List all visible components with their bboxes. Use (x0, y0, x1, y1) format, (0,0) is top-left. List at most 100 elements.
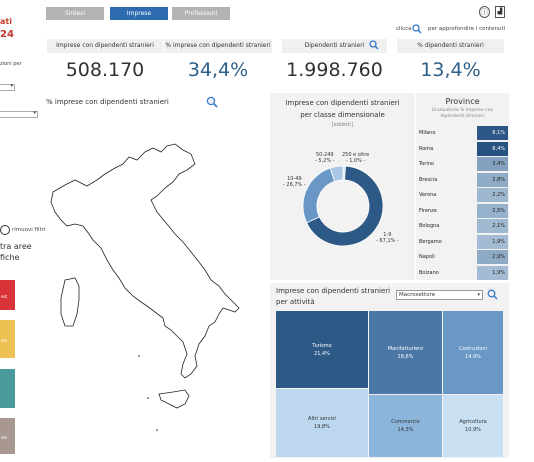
sector-select-value: Macrosettore (399, 292, 436, 298)
sicily-outline (158, 389, 190, 409)
kpi-label-dipendenti-text: Dipendenti stranieri (304, 42, 365, 49)
tab-imprese[interactable]: Imprese (110, 7, 168, 20)
donut-label-1-9: 1-9 - 67,1% - (376, 232, 399, 244)
remove-filters-link[interactable]: rimuovi filtri (12, 227, 46, 233)
areas-title-line2: fiche (0, 253, 20, 262)
left-filter-dropdown-2[interactable]: ▾ (0, 110, 38, 118)
donut-label-pct: - 67,1% - (376, 238, 399, 244)
province-name[interactable]: Napoli (419, 254, 435, 260)
treemap-cell-costruzioni[interactable]: Costruzioni 14,9% (443, 311, 503, 394)
donut-label-pct: - 5,2% - (315, 158, 335, 164)
donut-slice-10-49[interactable] (302, 167, 336, 224)
treemap-cell-commercio[interactable]: Commercio 14,3% (369, 395, 442, 457)
treemap-cell-value: 10,9% (465, 427, 481, 433)
province-bar[interactable]: 8,4% (477, 141, 508, 156)
area-swatch[interactable]: est (0, 320, 15, 358)
kpi-value-dipendenti: 1.998.760 (286, 59, 383, 81)
province-name[interactable]: Firenze (419, 207, 437, 214)
kpi-value-pct-dipendenti: 13,4% (420, 59, 481, 81)
donut-label-10-49: 10-49 - 26,7% - (283, 176, 306, 188)
province-bar[interactable]: 2,9% (477, 250, 508, 264)
chart-icon[interactable]: ▟ (495, 6, 505, 18)
province-subtitle-1: Graduatoria % imprese con (431, 108, 494, 113)
donut-label-250: 250 e oltre - 1,0% - (342, 152, 369, 164)
province-name[interactable]: Brescia (419, 176, 438, 183)
province-bar-table: Milano 8,1% Roma 8,4% Torino 3,4% Brescia 2,8% V… (416, 126, 509, 282)
info-icon[interactable]: ⓘ (479, 6, 490, 18)
hint-text-post: per approfondire i contenuti (428, 26, 506, 32)
treemap-cell-label: Manifatturiero (387, 345, 424, 352)
treemap-cell-label: Costruzioni (459, 345, 487, 352)
italy-map[interactable] (45, 130, 245, 435)
left-year-fragment: 24 (0, 29, 14, 40)
tab-professioni[interactable]: Professioni (172, 7, 230, 20)
treemap-cell-value: 19,8% (314, 424, 330, 430)
donut-slice-50-249[interactable] (329, 165, 344, 182)
province-name[interactable]: Roma (419, 145, 434, 152)
sector-select[interactable]: Macrosettore ▾ (396, 290, 483, 300)
province-name[interactable]: Milano (419, 130, 436, 136)
left-title-fragment: ati (0, 17, 12, 26)
hint-text-pre: clicca (396, 26, 412, 32)
province-name[interactable]: Bolzano (419, 269, 439, 276)
province-bar[interactable]: 2,2% (477, 188, 508, 202)
donut-title-line1: Imprese con dipendenti stranieri (285, 99, 400, 107)
province-bar[interactable]: 8,1% (477, 126, 508, 140)
area-swatch-label: est (1, 294, 8, 299)
left-filter-dropdown-1[interactable]: ▾ (0, 83, 15, 91)
search-icon[interactable] (487, 289, 498, 300)
areas-title-line1: tra aree (0, 242, 32, 251)
activity-treemap: Turismo 21,4% Manifatturiero 18,6% Costruzio… (276, 311, 504, 458)
province-bar[interactable]: 3,4% (477, 157, 508, 171)
province-bar[interactable]: 1,9% (477, 265, 508, 280)
area-legend: est est ole (0, 280, 16, 460)
zoom-icon[interactable] (206, 96, 218, 108)
donut-chart[interactable] (299, 162, 387, 250)
treemap-cell-label: Commercio (391, 419, 420, 425)
treemap-cell-manifatturiero[interactable]: Manifatturiero 18,6% (369, 311, 442, 394)
donut-label-name: 10-49 (287, 176, 302, 182)
donut-title-line2: per classe dimensionale (300, 111, 385, 119)
treemap-title-line2: per attività (276, 298, 315, 306)
kpi-label-pct-dipendenti: % dipendenti stranieri (397, 39, 504, 53)
kpi-label-dipendenti: Dipendenti stranieri (282, 39, 387, 53)
treemap-cell-value: 14,9% (465, 353, 481, 360)
province-bar[interactable]: 2,1% (477, 219, 508, 233)
treemap-cell-value: 21,4% (314, 350, 330, 357)
province-name[interactable]: Verona (419, 192, 437, 198)
left-filter-hint: zioni per (0, 61, 22, 67)
province-name[interactable]: Bergamo (419, 238, 442, 245)
treemap-cell-agricoltura[interactable]: Agricoltura 10,9% (443, 395, 503, 457)
province-bar[interactable]: 1,9% (477, 234, 508, 249)
treemap-title-line1: Imprese con dipendenti stranieri (276, 287, 391, 295)
province-bar[interactable]: 2,5% (477, 203, 508, 218)
island-dot (138, 355, 140, 357)
province-name[interactable]: Bologna (419, 223, 440, 229)
treemap-cell-label: Agricoltura (459, 419, 487, 425)
donut-label-name: 50-249 (315, 152, 334, 158)
donut-label-name: 1-9 (383, 232, 392, 238)
tab-sintesi[interactable]: Sintesi (46, 7, 104, 20)
donut-label-pct: - 26,7% - (283, 182, 306, 188)
remove-filters-icon[interactable] (0, 225, 10, 235)
area-swatch-label: est (1, 338, 8, 343)
donut-label-name: 250 e oltre (342, 152, 370, 158)
province-title: Province (445, 97, 480, 106)
province-name[interactable]: Torino (419, 161, 434, 167)
island-dot (147, 397, 149, 399)
island-dot (156, 429, 158, 431)
donut-slice-1-9[interactable] (306, 165, 384, 247)
search-icon[interactable] (369, 40, 379, 50)
donut-label-50-249: 50-249 - 5,2% - (315, 152, 335, 164)
province-panel (416, 93, 509, 280)
area-swatch[interactable] (0, 369, 15, 408)
area-swatch[interactable]: est (0, 280, 15, 310)
treemap-cell-value: 18,6% (397, 353, 414, 360)
area-swatch[interactable]: ole (0, 418, 15, 454)
treemap-cell-turismo[interactable]: Turismo 21,4% (276, 311, 368, 388)
sardinia-outline (60, 277, 80, 327)
italy-mainland (50, 143, 240, 379)
province-subtitle-2: dipendenti stranieri (440, 114, 485, 119)
province-bar[interactable]: 2,8% (477, 172, 508, 187)
treemap-cell-altri-servizi[interactable]: Altri servizi 19,8% (276, 389, 368, 457)
